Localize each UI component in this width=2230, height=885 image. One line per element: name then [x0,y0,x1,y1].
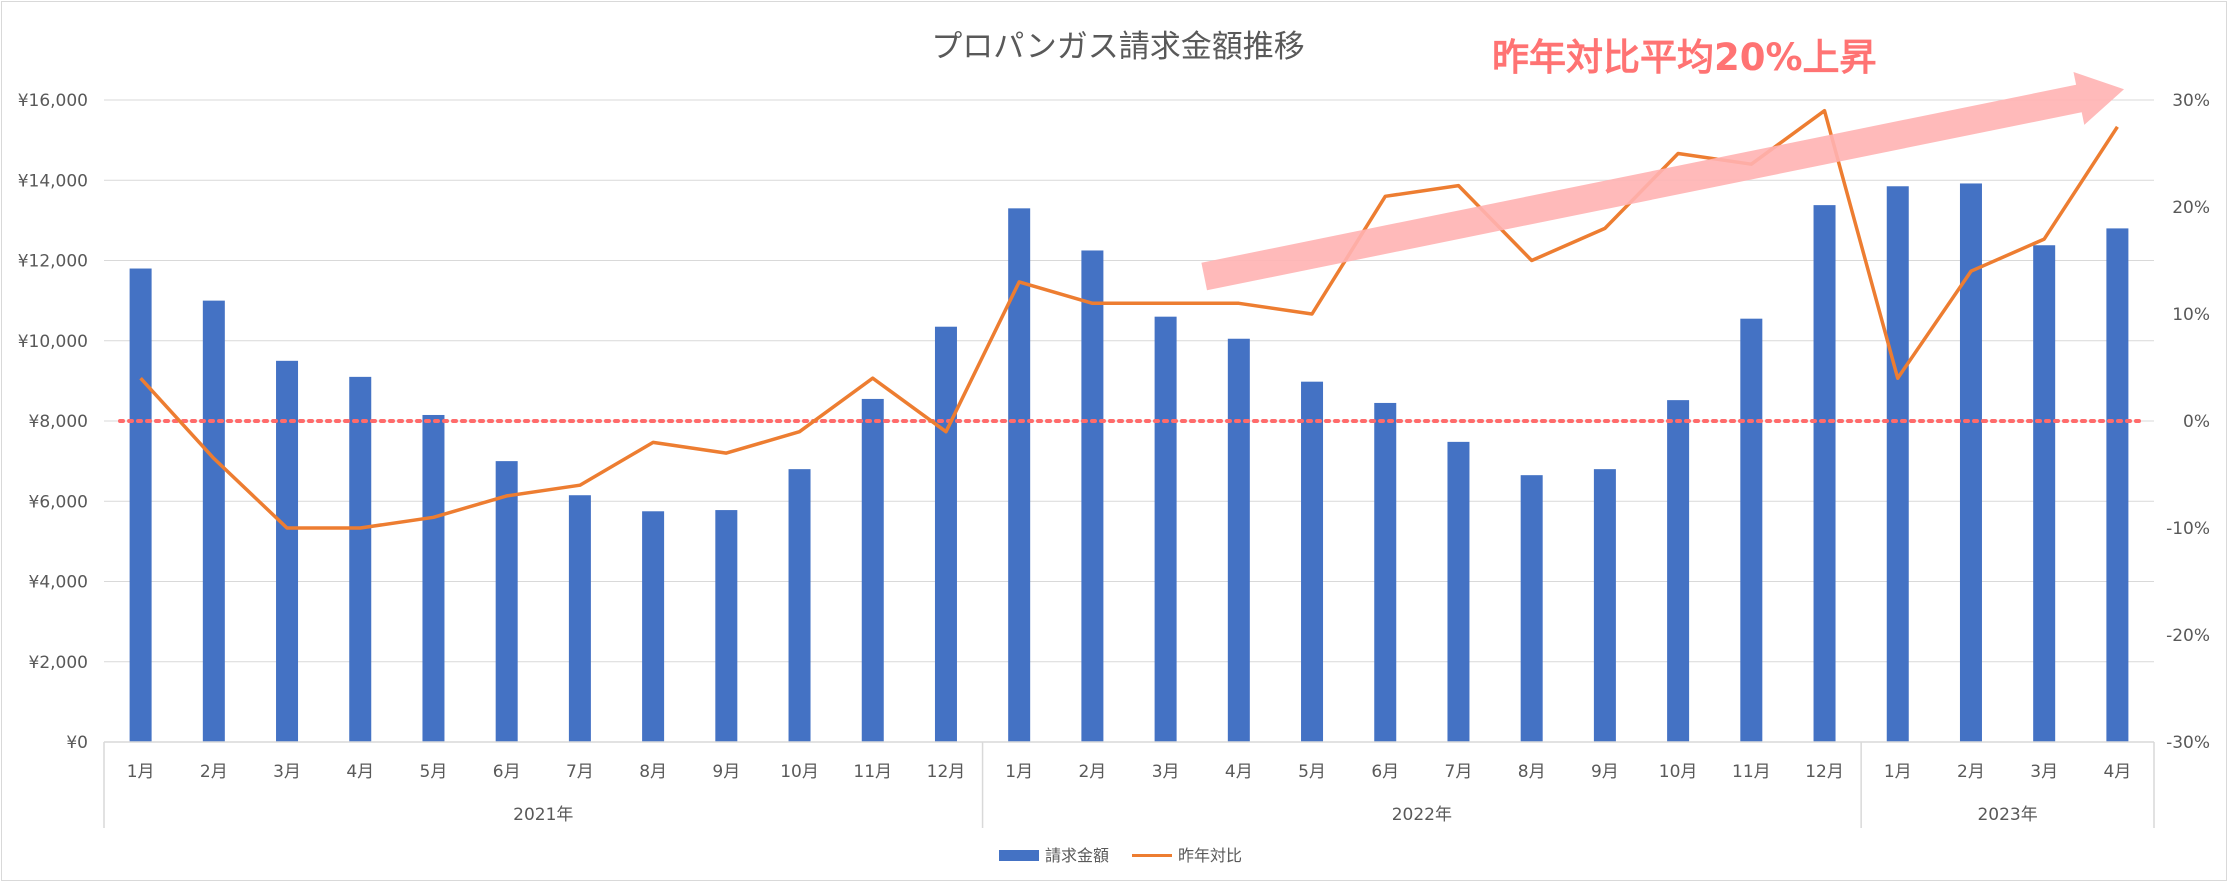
bar [2106,228,2129,742]
right-axis: -30% -20% -10% 0% 10% 20% 30% [2166,91,2210,753]
month-tick-label: 4月 [1225,762,1253,782]
month-tick-label: 7月 [566,762,594,782]
bar [1447,441,1470,742]
month-tick-label: 1月 [1884,762,1912,782]
month-tick-label: 2月 [1957,762,1985,782]
month-tick-label: 3月 [1152,762,1180,782]
bar [422,414,445,742]
month-tick-label: 2月 [200,762,228,782]
year-label: 2023年 [1977,805,2037,825]
bar [1813,205,1836,742]
bar [1520,475,1543,742]
annotation-arrow-layer [1201,72,2124,291]
month-tick-label: 9月 [712,762,740,782]
legend: 請求金額 昨年対比 [999,846,1242,865]
bar [1374,402,1397,742]
month-tick-label: 12月 [927,762,966,782]
bar [1008,208,1031,742]
month-tick-label: 1月 [1005,762,1033,782]
month-tick-label: 8月 [639,762,667,782]
month-tick-label: 9月 [1591,762,1619,782]
left-axis: ¥0 ¥2,000 ¥4,000 ¥6,000 ¥8,000 ¥10,000 ¥12,000… [18,91,88,753]
bar [934,326,957,742]
bar [1301,381,1324,742]
bar-series [129,183,2129,743]
right-tick-label: -10% [2166,519,2210,539]
bar [202,300,225,742]
month-tick-label: 6月 [1371,762,1399,782]
left-tick-label: ¥4,000 [29,573,88,593]
right-tick-label: -30% [2166,733,2210,753]
left-tick-label: ¥6,000 [29,492,88,512]
trend-arrow [1201,72,2124,291]
bar [1667,400,1690,742]
month-tick-label: 3月 [273,762,301,782]
year-label: 2022年 [1392,805,1452,825]
annotation-text: 昨年対比平均20%上昇 [1492,36,1877,79]
bar [349,376,372,742]
bar [788,469,811,742]
bar [1740,318,1763,742]
bar [129,268,152,742]
year-label: 2021年 [513,805,573,825]
right-tick-label: 30% [2172,91,2210,111]
bar [1081,250,1104,742]
bar [861,398,884,742]
left-tick-label: ¥10,000 [18,332,88,352]
bar [1593,469,1616,742]
left-tick-label: ¥0 [66,733,88,753]
month-tick-label: 11月 [1732,762,1771,782]
legend-swatch-bar [999,850,1039,861]
left-tick-label: ¥2,000 [29,653,88,673]
bar [715,510,738,742]
month-tick-label: 4月 [2103,762,2131,782]
right-tick-label: -20% [2166,626,2210,646]
chart-title: プロパンガス請求金額推移 [931,29,1305,65]
left-tick-label: ¥16,000 [18,91,88,111]
bar [276,360,299,742]
month-tick-label: 10月 [1659,762,1698,782]
legend-label-line: 昨年対比 [1178,846,1242,865]
bar [642,511,665,742]
bar [568,495,591,742]
left-tick-label: ¥8,000 [29,412,88,432]
bar [1959,183,1982,742]
right-tick-label: 20% [2172,198,2210,218]
line-path [139,108,2119,530]
month-tick-label: 10月 [780,762,819,782]
bar [1227,338,1250,742]
month-tick-label: 5月 [1298,762,1326,782]
month-tick-label: 11月 [853,762,892,782]
bar [1886,186,1909,743]
month-tick-label: 8月 [1518,762,1546,782]
left-tick-label: ¥12,000 [18,252,88,272]
category-axis: 1月 2月 3月 4月 5月 6月 7月 8月 9月 10月 11月 12月 1月 2月 3月 4月 5月 6月 7… [103,741,2155,828]
month-tick-label: 4月 [346,762,374,782]
month-tick-label: 5月 [420,762,448,782]
month-tick-label: 12月 [1805,762,1844,782]
bar [1154,316,1177,742]
right-tick-label: 10% [2172,305,2210,325]
month-tick-label: 3月 [2030,762,2058,782]
right-tick-label: 0% [2183,412,2210,432]
month-tick-label: 7月 [1445,762,1473,782]
line-series [139,108,2119,530]
left-tick-label: ¥14,000 [18,171,88,191]
bar [2033,245,2056,742]
month-tick-label: 6月 [493,762,521,782]
month-tick-label: 1月 [127,762,155,782]
legend-label-bar: 請求金額 [1045,846,1109,865]
bar [495,461,518,742]
month-tick-label: 2月 [1078,762,1106,782]
